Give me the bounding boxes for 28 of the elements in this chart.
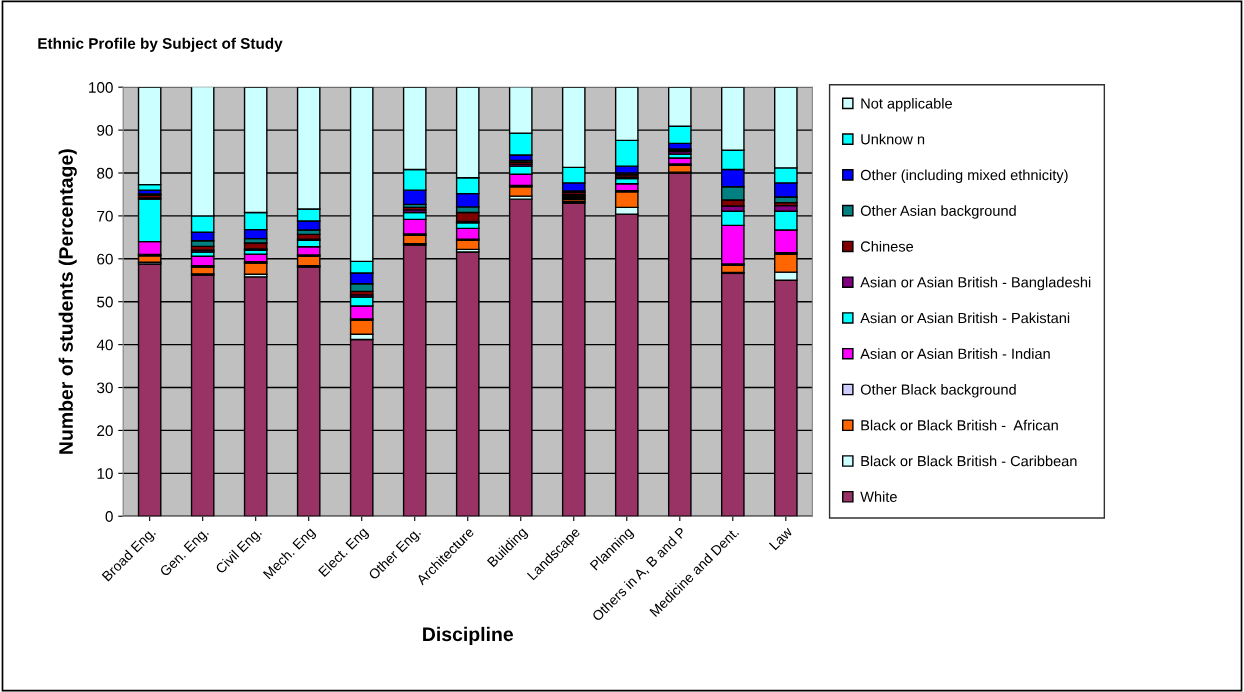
y-tick-label: 80 bbox=[97, 167, 113, 179]
y-tick-label: 60 bbox=[97, 253, 113, 265]
chart-title: Ethnic Profile by Subject of Study bbox=[38, 37, 283, 52]
y-tick-label: 20 bbox=[97, 425, 113, 437]
legend-label: Chinese bbox=[860, 240, 914, 252]
y-tick-label: 50 bbox=[97, 296, 113, 308]
legend-label: Black or Black British - Caribbean bbox=[861, 455, 1077, 467]
y-tick-label: 10 bbox=[97, 468, 113, 480]
x-tick-label: Law bbox=[768, 526, 794, 551]
legend-label: Other Asian background bbox=[860, 205, 1016, 219]
legend-label: Unknow n bbox=[861, 133, 925, 145]
x-tick-label: Gen. Eng. bbox=[159, 527, 211, 579]
legend-label: Not applicable bbox=[861, 97, 952, 112]
y-tick-label: 40 bbox=[96, 339, 113, 351]
x-axis-title: Discipline bbox=[423, 626, 514, 645]
legend-label: White bbox=[860, 491, 897, 502]
y-tick-label: 100 bbox=[89, 82, 113, 93]
y-tick-label: 70 bbox=[97, 210, 113, 222]
legend-label: Asian or Asian British - Indian bbox=[860, 348, 1050, 359]
legend-label: Asian or Asian British - Bangladeshi bbox=[860, 276, 1091, 291]
legend-label: Other (including mixed ethnicity) bbox=[860, 169, 1068, 184]
legend-label: Black or Black British - African bbox=[861, 419, 1058, 431]
y-tick-label: 0 bbox=[105, 511, 113, 522]
y-tick-label: 30 bbox=[97, 382, 113, 394]
legend-label: Asian or Asian British - Pakistani bbox=[860, 312, 1070, 324]
y-tick-label: 90 bbox=[97, 124, 113, 136]
y-axis-title: Number of students (Percentage) bbox=[58, 149, 77, 454]
legend-label: Other Black background bbox=[860, 384, 1016, 398]
